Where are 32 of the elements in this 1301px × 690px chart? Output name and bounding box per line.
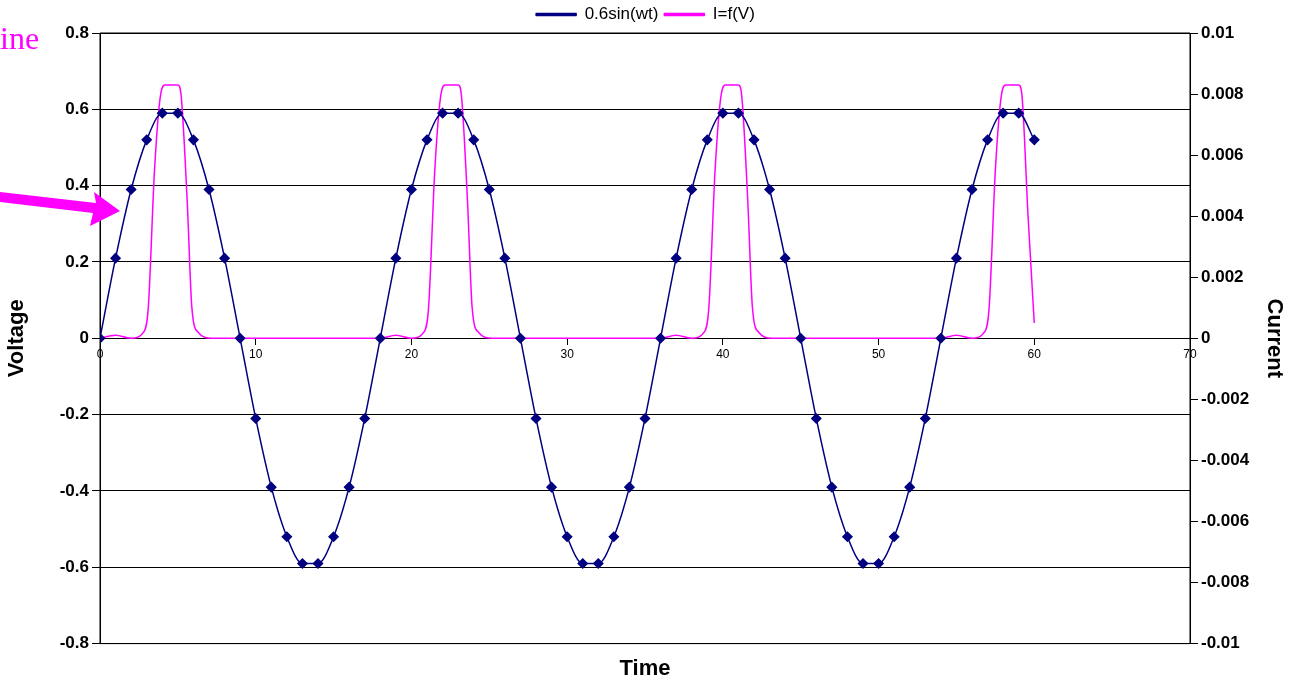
y2-tick-label: -0.01: [1201, 633, 1240, 653]
y-tick-label: -0.8: [59, 633, 89, 653]
x-tick-label: 10: [249, 346, 263, 361]
x-tick-label: 20: [404, 346, 419, 361]
y2-tick-label: 0.002: [1201, 266, 1244, 286]
y2-tick-label: 0.008: [1201, 83, 1244, 103]
y2-tick-label: -0.006: [1201, 511, 1250, 531]
x-tick-label: 50: [871, 346, 886, 361]
y2-tick-label: -0.004: [1201, 450, 1250, 470]
legend-label: I=f(V): [712, 4, 755, 24]
y-tick-label: 0.2: [65, 251, 89, 271]
y-tick-label: 0.8: [65, 22, 89, 42]
y2-tick-label: 0.006: [1201, 144, 1244, 164]
y2-tick-label: 0.01: [1201, 22, 1235, 42]
y-axis-title: Voltage: [3, 299, 29, 378]
text: ine: [0, 20, 40, 56]
legend-label: 0.6sin(wt): [584, 4, 659, 24]
x-tick-label: 30: [560, 346, 575, 361]
y2-tick-label: 0: [1201, 327, 1211, 347]
y-tick-label: -0.2: [59, 404, 89, 424]
y-tick-label: 0: [79, 327, 89, 347]
y2-tick-label: 0.004: [1201, 205, 1245, 225]
x-tick-label: 60: [1027, 346, 1042, 361]
x-axis-title: Time: [619, 654, 671, 680]
y-tick-label: 0.6: [65, 99, 89, 119]
x-tick-label: 40: [716, 346, 730, 361]
y-tick-label: -0.4: [59, 480, 90, 500]
y2-axis-title: Current: [1262, 298, 1288, 379]
y2-tick-label: -0.002: [1201, 389, 1250, 409]
y-tick-label: 0.4: [65, 175, 90, 195]
y2-tick-label: -0.008: [1201, 572, 1250, 592]
y-tick-label: -0.6: [59, 556, 89, 576]
